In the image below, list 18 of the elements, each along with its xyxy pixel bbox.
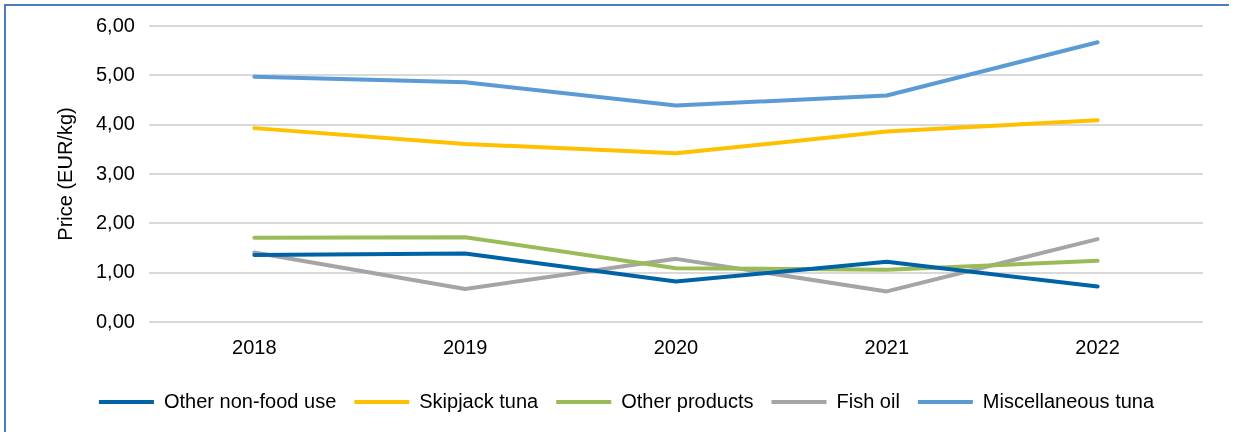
x-tick-label: 2021: [864, 335, 910, 358]
legend-label: Miscellaneous tuna: [982, 389, 1155, 412]
x-tick-label: 2018: [232, 335, 277, 358]
y-axis-title: Price (EUR/kg): [53, 107, 76, 241]
legend-label: Other products: [621, 389, 754, 412]
y-tick-label: 3,00: [95, 161, 135, 184]
x-tick-label: 2022: [1075, 335, 1120, 358]
x-tick-label: 2020: [653, 335, 699, 358]
legend-label: Other non-food use: [163, 389, 337, 412]
legend-label: Skipjack tuna: [419, 389, 540, 412]
y-tick-label: 6,00: [95, 13, 135, 36]
y-tick-label: 2,00: [95, 210, 135, 233]
x-tick-label: 2019: [442, 335, 488, 358]
y-tick-label: 5,00: [95, 62, 135, 85]
legend-label: Fish oil: [836, 389, 900, 412]
y-tick-label: 4,00: [95, 112, 135, 135]
y-tick-label: 0,00: [95, 309, 135, 332]
y-tick-label: 1,00: [95, 260, 135, 283]
